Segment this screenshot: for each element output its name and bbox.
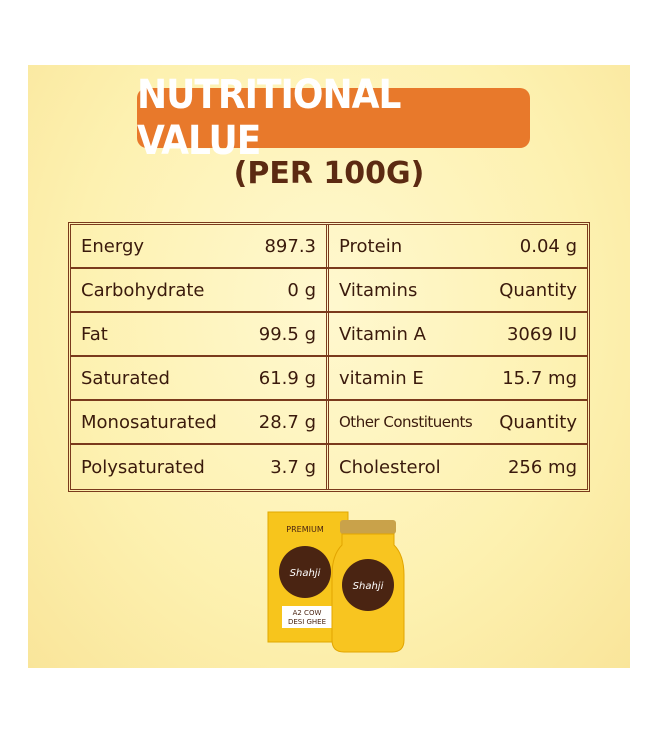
table-cell: Monosaturated 28.7 g: [71, 401, 329, 443]
table-row: Monosaturated 28.7 g Other Constituents Qua…: [71, 401, 587, 445]
nutrient-label: Polysaturated: [81, 456, 205, 478]
table-row: Energy 897.3 Protein 0.04 g: [71, 225, 587, 269]
label: [282, 606, 332, 628]
table-cell: Vitamin A 3069 IU: [329, 313, 587, 355]
nutrient-value: 0.04 g: [519, 235, 577, 257]
nutrient-label: Fat: [81, 323, 108, 345]
nutrient-value: 0 g: [287, 279, 316, 301]
table-cell: Saturated 61.9 g: [71, 357, 329, 399]
jar-logo: [342, 559, 394, 611]
box-brand: Shahji: [290, 568, 321, 579]
nutrient-label: Saturated: [81, 367, 170, 389]
nutrient-label: Monosaturated: [81, 411, 217, 433]
nutrient-label: Cholesterol: [339, 456, 441, 478]
nutrient-value: 15.7 mg: [502, 367, 577, 389]
nutrient-value: 256 mg: [507, 456, 577, 478]
table-row: Carbohydrate 0 g Vitamins Quantity: [71, 269, 587, 313]
badge: PREMIUM: [286, 525, 324, 534]
table-row: Saturated 61.9 g vitamin E 15.7 mg: [71, 357, 587, 401]
table-cell: Protein 0.04 g: [329, 225, 587, 267]
table-cell: Vitamins Quantity: [329, 269, 587, 311]
nutrient-label: Other Constituents: [339, 413, 473, 431]
table-cell: Cholesterol 256 mg: [329, 445, 587, 489]
nutrient-value: 61.9 g: [258, 367, 316, 389]
nutrient-value: 28.7 g: [258, 411, 316, 433]
title: NUTRITIONAL VALUE: [137, 72, 401, 164]
table-cell: Polysaturated 3.7 g: [71, 445, 329, 489]
table-cell: vitamin E 15.7 mg: [329, 357, 587, 399]
nutrient-label: Vitamins: [339, 279, 418, 301]
nutrient-value: 99.5 g: [258, 323, 316, 345]
table-row: Polysaturated 3.7 g Cholesterol 256 mg: [71, 445, 587, 489]
nutrient-label: vitamin E: [339, 367, 424, 389]
product-name-2: DESI GHEE: [288, 618, 326, 626]
jar-lid: [340, 520, 396, 534]
nutrient-label: Protein: [339, 235, 403, 257]
nutrient-value: Quantity: [499, 279, 577, 301]
nutrient-label: Vitamin A: [339, 323, 426, 345]
nutrient-value: 3.7 g: [270, 456, 316, 478]
nutrient-value: 897.3: [264, 235, 316, 257]
table-cell: Fat 99.5 g: [71, 313, 329, 355]
nutrient-value: Quantity: [499, 411, 577, 433]
table-cell: Carbohydrate 0 g: [71, 269, 329, 311]
nutrition-table: Energy 897.3 Protein 0.04 g Carbohydrate 0 g V…: [68, 222, 590, 492]
table-cell: Other Constituents Quantity: [329, 401, 587, 443]
nutrient-value: 3069 IU: [506, 323, 577, 345]
subtitle: (PER 100G): [233, 156, 425, 191]
table-row: Fat 99.5 g Vitamin A 3069 IU: [71, 313, 587, 357]
table-cell: Energy 897.3: [71, 225, 329, 267]
product-name-1: A2 COW: [293, 609, 322, 617]
box-logo: [279, 546, 331, 598]
title-banner: NUTRITIONAL VALUE: [137, 72, 530, 164]
jar-brand: Shahji: [353, 581, 384, 592]
nutrient-label: Energy: [81, 235, 145, 257]
nutrient-label: Carbohydrate: [81, 279, 205, 301]
